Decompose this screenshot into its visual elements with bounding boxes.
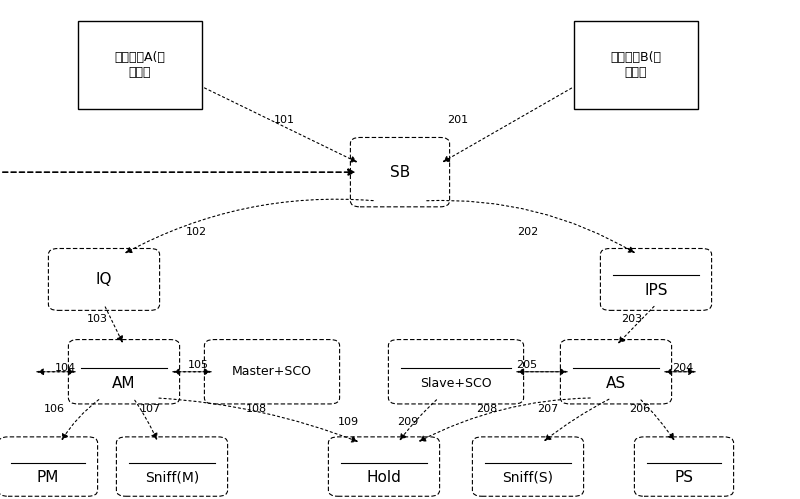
FancyBboxPatch shape bbox=[328, 437, 440, 496]
Text: SB: SB bbox=[390, 165, 410, 180]
Text: 208: 208 bbox=[476, 404, 497, 414]
Text: 207: 207 bbox=[538, 404, 558, 414]
FancyBboxPatch shape bbox=[350, 137, 450, 207]
Text: Hold: Hold bbox=[366, 470, 402, 485]
FancyBboxPatch shape bbox=[0, 437, 98, 496]
FancyBboxPatch shape bbox=[69, 340, 180, 404]
Text: 107: 107 bbox=[140, 404, 161, 414]
Text: 205: 205 bbox=[516, 360, 537, 370]
Text: PS: PS bbox=[674, 470, 694, 485]
FancyBboxPatch shape bbox=[574, 21, 698, 109]
Text: IQ: IQ bbox=[96, 272, 112, 287]
FancyBboxPatch shape bbox=[600, 249, 712, 310]
Text: 109: 109 bbox=[338, 417, 358, 427]
FancyBboxPatch shape bbox=[388, 340, 523, 404]
Text: 108: 108 bbox=[246, 404, 266, 414]
Text: 101: 101 bbox=[274, 115, 294, 125]
FancyBboxPatch shape bbox=[472, 437, 584, 496]
Text: PM: PM bbox=[37, 470, 59, 485]
Text: 206: 206 bbox=[630, 404, 650, 414]
Text: 104: 104 bbox=[55, 363, 76, 373]
Text: IPS: IPS bbox=[644, 283, 668, 298]
Text: AM: AM bbox=[112, 376, 136, 391]
FancyBboxPatch shape bbox=[205, 340, 339, 404]
FancyBboxPatch shape bbox=[634, 437, 734, 496]
FancyBboxPatch shape bbox=[560, 340, 672, 404]
Text: 103: 103 bbox=[87, 314, 108, 324]
Text: Master+SCO: Master+SCO bbox=[232, 365, 312, 378]
FancyBboxPatch shape bbox=[78, 21, 202, 109]
Text: 209: 209 bbox=[398, 417, 418, 427]
Text: 201: 201 bbox=[447, 115, 468, 125]
Text: 106: 106 bbox=[44, 404, 65, 414]
Text: 蓝牙设备A(主
设备）: 蓝牙设备A(主 设备） bbox=[114, 51, 166, 79]
Text: Sniff(M): Sniff(M) bbox=[145, 471, 199, 485]
Text: 蓝牙设备B(从
设备）: 蓝牙设备B(从 设备） bbox=[610, 51, 662, 79]
Text: 202: 202 bbox=[518, 227, 538, 237]
Text: Sniff(S): Sniff(S) bbox=[502, 471, 554, 485]
Text: 105: 105 bbox=[188, 360, 209, 370]
Text: 204: 204 bbox=[672, 363, 693, 373]
FancyBboxPatch shape bbox=[49, 249, 160, 310]
Text: AS: AS bbox=[606, 376, 626, 391]
Text: 203: 203 bbox=[622, 314, 642, 324]
Text: Slave+SCO: Slave+SCO bbox=[420, 377, 492, 390]
FancyBboxPatch shape bbox=[117, 437, 227, 496]
Text: 102: 102 bbox=[186, 227, 206, 237]
